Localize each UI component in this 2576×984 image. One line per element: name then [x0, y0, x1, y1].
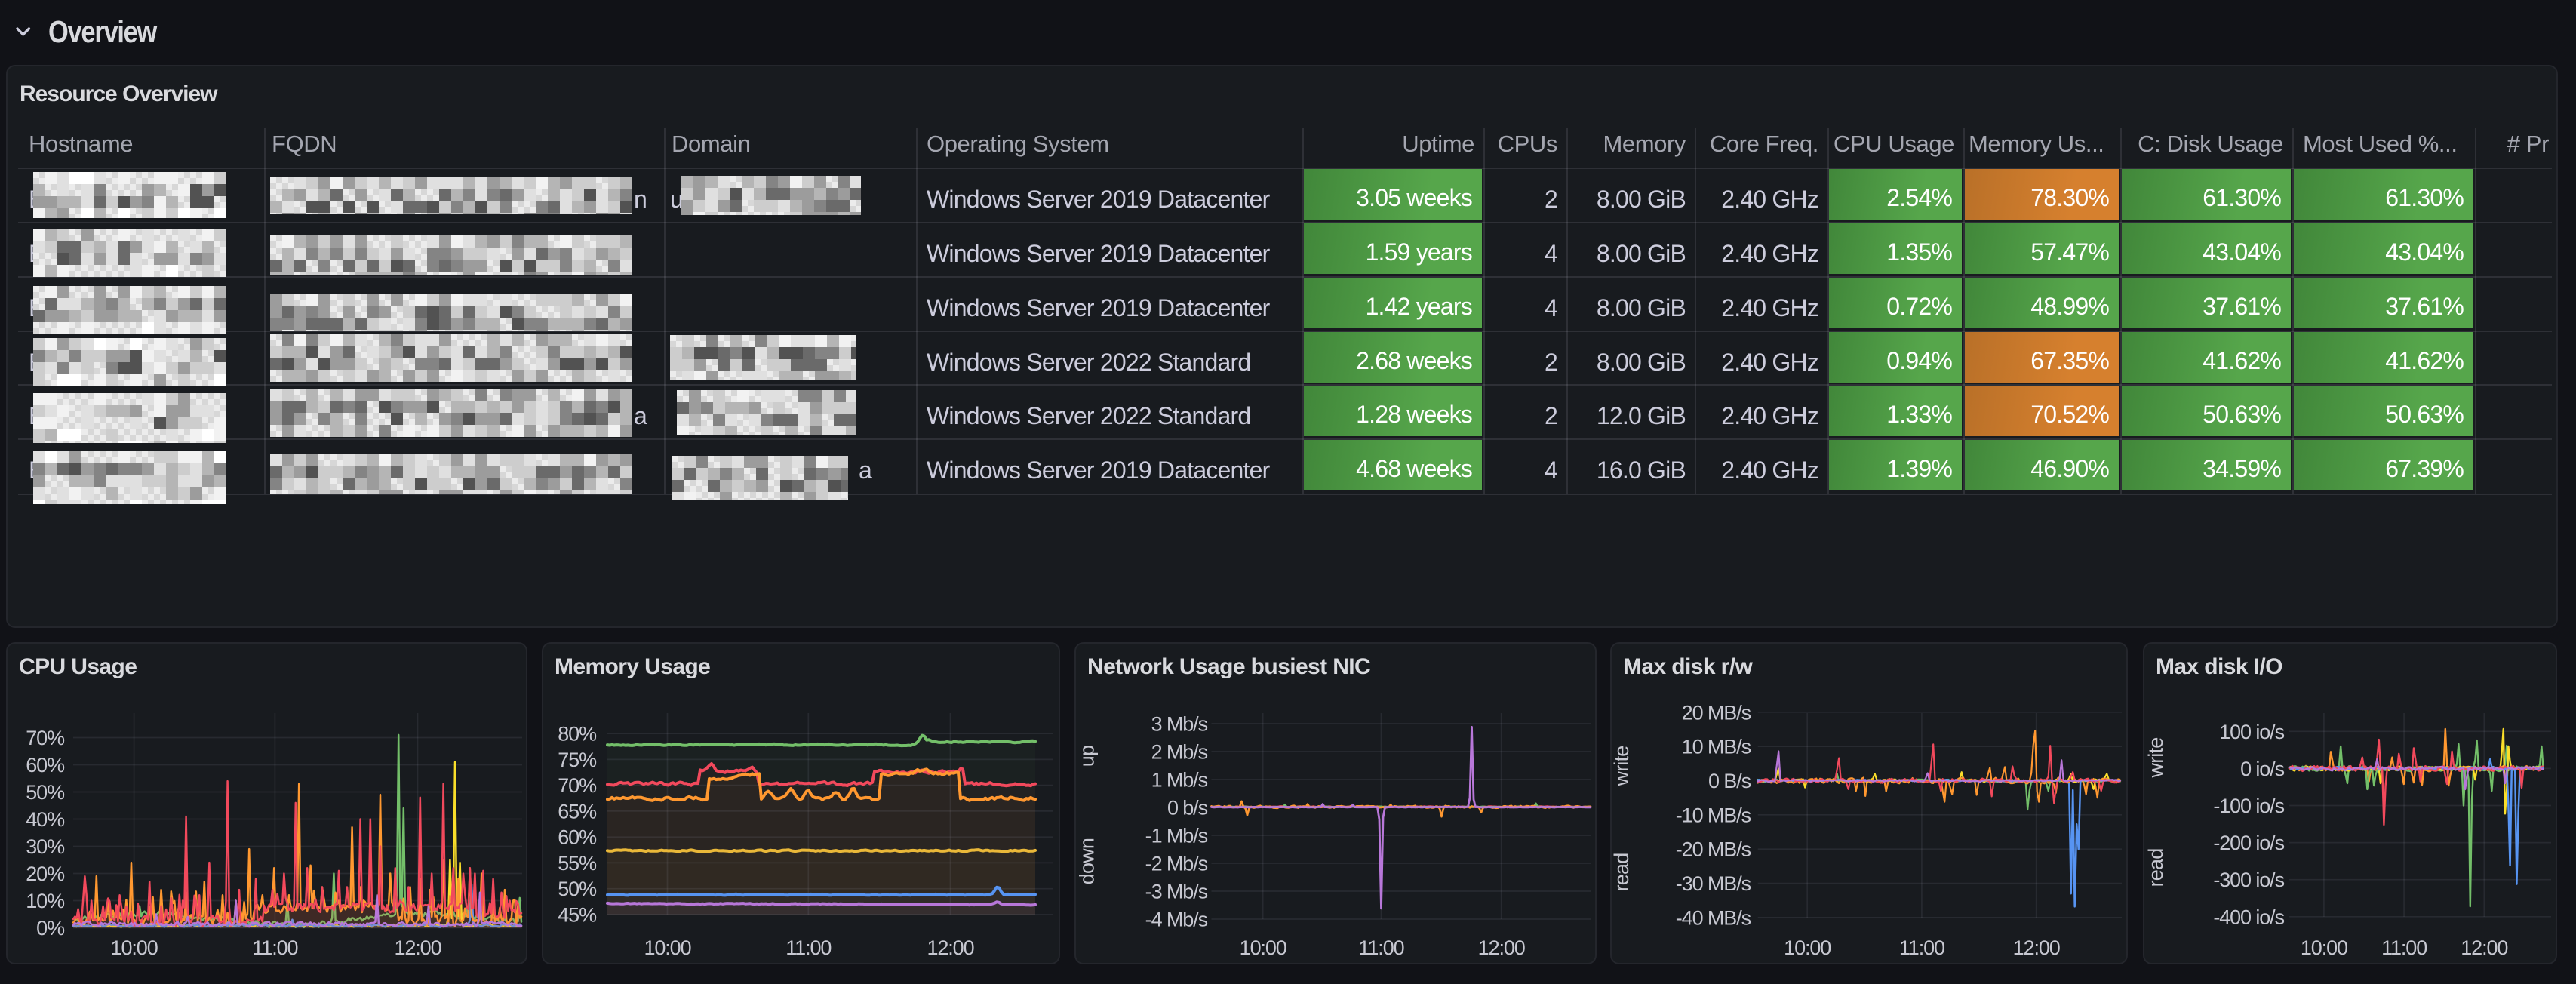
svg-text:11:00: 11:00 — [1899, 936, 1944, 959]
svg-text:-300 io/s: -300 io/s — [2213, 869, 2284, 891]
svg-text:-30 MB/s: -30 MB/s — [1676, 872, 1751, 895]
svg-text:70%: 70% — [558, 774, 597, 797]
svg-text:read: read — [1610, 853, 1633, 892]
svg-text:-4 Mb/s: -4 Mb/s — [1145, 909, 1208, 931]
svg-text:11:00: 11:00 — [252, 936, 297, 959]
svg-text:0%: 0% — [36, 917, 65, 939]
svg-text:50%: 50% — [26, 781, 65, 804]
svg-text:20 MB/s: 20 MB/s — [1682, 701, 1751, 724]
svg-text:50%: 50% — [558, 878, 597, 900]
svg-text:45%: 45% — [558, 904, 597, 927]
svg-text:-100 io/s: -100 io/s — [2213, 795, 2284, 817]
svg-text:read: read — [2144, 849, 2167, 887]
svg-text:40%: 40% — [26, 808, 65, 831]
svg-text:65%: 65% — [558, 800, 597, 823]
svg-text:10:00: 10:00 — [2301, 936, 2347, 959]
svg-text:75%: 75% — [558, 749, 597, 771]
svg-text:12:00: 12:00 — [1478, 936, 1525, 959]
svg-text:10 MB/s: 10 MB/s — [1682, 736, 1751, 758]
svg-text:55%: 55% — [558, 852, 597, 875]
svg-text:2 Mb/s: 2 Mb/s — [1151, 741, 1208, 764]
svg-text:12:00: 12:00 — [2013, 936, 2060, 959]
svg-text:10:00: 10:00 — [111, 936, 158, 959]
svg-text:80%: 80% — [558, 723, 597, 746]
svg-text:100 io/s: 100 io/s — [2219, 721, 2284, 743]
svg-text:Max disk I/O: Max disk I/O — [2156, 654, 2282, 679]
svg-text:down: down — [1076, 838, 1099, 884]
svg-text:60%: 60% — [558, 826, 597, 849]
svg-text:Max disk r/w: Max disk r/w — [1623, 654, 1753, 679]
svg-text:up: up — [1076, 746, 1099, 767]
svg-text:write: write — [1610, 746, 1633, 786]
svg-text:-2 Mb/s: -2 Mb/s — [1145, 853, 1208, 875]
svg-text:3 Mb/s: 3 Mb/s — [1151, 713, 1208, 736]
svg-text:30%: 30% — [26, 835, 65, 858]
svg-text:12:00: 12:00 — [394, 936, 441, 959]
svg-text:11:00: 11:00 — [1358, 936, 1403, 959]
svg-text:-1 Mb/s: -1 Mb/s — [1145, 825, 1208, 847]
svg-text:-40 MB/s: -40 MB/s — [1676, 906, 1751, 929]
svg-text:20%: 20% — [26, 863, 65, 885]
svg-text:0 B/s: 0 B/s — [1708, 770, 1751, 792]
svg-text:12:00: 12:00 — [927, 936, 973, 959]
svg-text:Memory Usage: Memory Usage — [555, 654, 710, 679]
svg-text:10%: 10% — [26, 890, 65, 912]
svg-text:10:00: 10:00 — [1784, 936, 1831, 959]
svg-text:0 io/s: 0 io/s — [2240, 758, 2285, 780]
svg-text:12:00: 12:00 — [2461, 936, 2507, 959]
svg-text:0 b/s: 0 b/s — [1167, 797, 1208, 819]
svg-text:10:00: 10:00 — [644, 936, 690, 959]
svg-text:-10 MB/s: -10 MB/s — [1676, 804, 1751, 826]
svg-text:Network Usage busiest NIC: Network Usage busiest NIC — [1087, 654, 1370, 679]
svg-text:11:00: 11:00 — [785, 936, 831, 959]
svg-text:-20 MB/s: -20 MB/s — [1676, 838, 1751, 861]
svg-text:70%: 70% — [26, 727, 65, 749]
svg-text:-200 io/s: -200 io/s — [2213, 832, 2284, 854]
svg-text:60%: 60% — [26, 754, 65, 776]
svg-text:10:00: 10:00 — [1240, 936, 1286, 959]
svg-text:1 Mb/s: 1 Mb/s — [1151, 769, 1208, 792]
svg-text:-400 io/s: -400 io/s — [2213, 906, 2284, 928]
svg-text:CPU Usage: CPU Usage — [19, 654, 137, 679]
svg-text:write: write — [2144, 737, 2167, 778]
svg-text:11:00: 11:00 — [2381, 936, 2427, 959]
svg-text:-3 Mb/s: -3 Mb/s — [1145, 881, 1208, 903]
